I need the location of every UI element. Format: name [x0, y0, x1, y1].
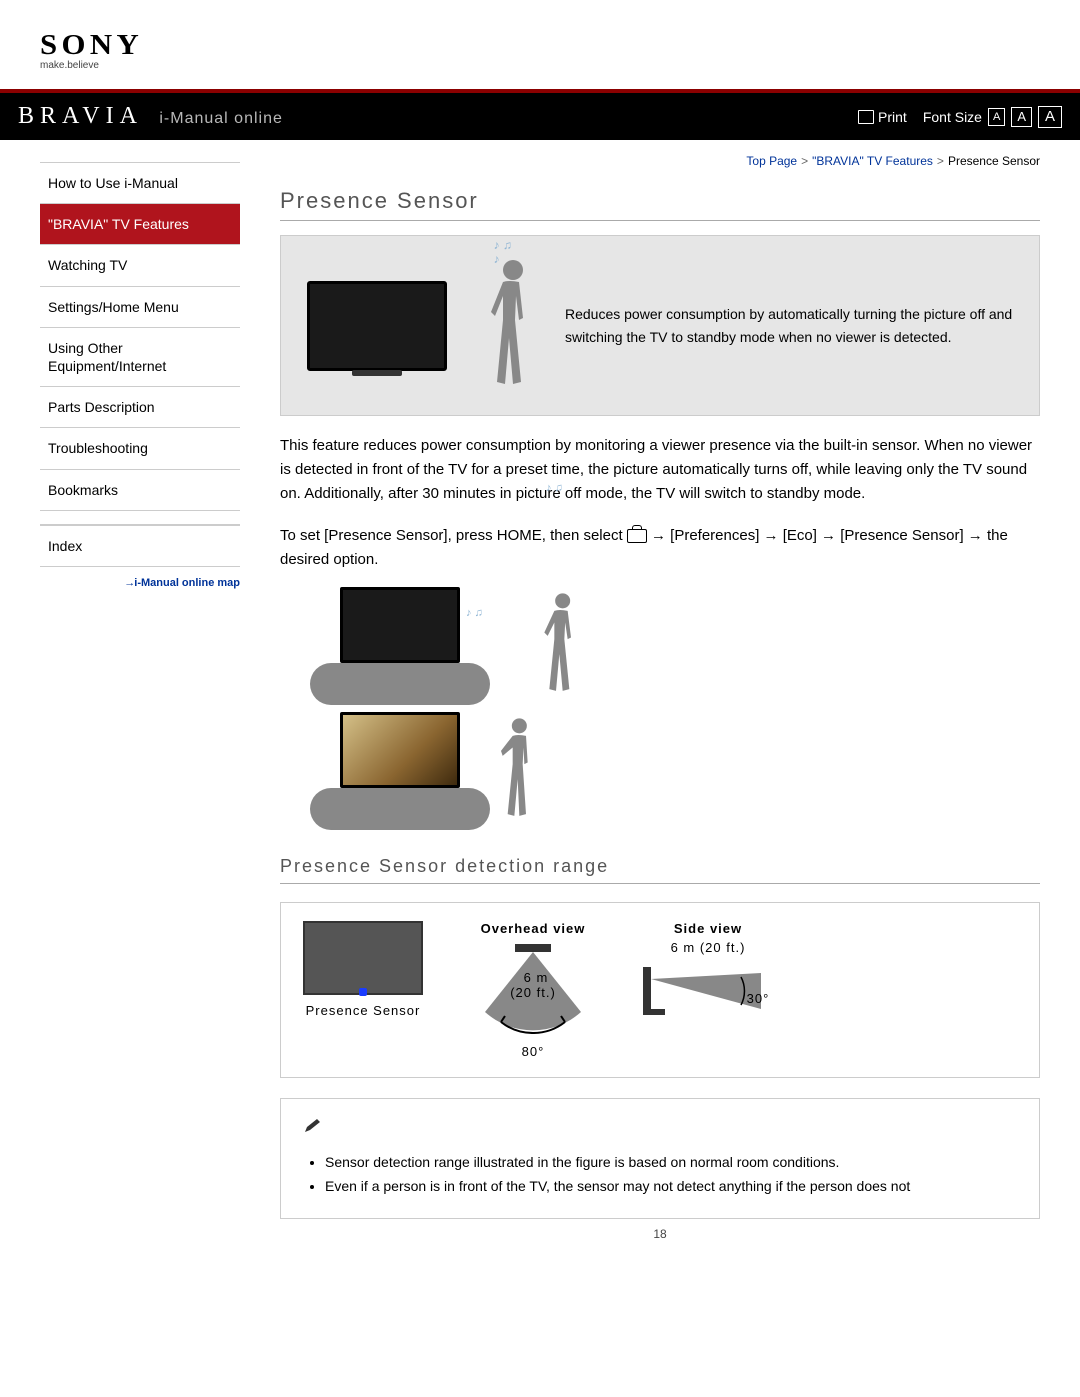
logo-area: SONY make.believe: [40, 30, 1040, 71]
font-size-label: Font Size: [923, 109, 982, 125]
page-title: Presence Sensor: [280, 188, 1040, 221]
notes-panel: Sensor detection range illustrated in th…: [280, 1098, 1040, 1219]
crumb-current: Presence Sensor: [948, 154, 1040, 168]
nav-main: How to Use i-Manual"BRAVIA" TV FeaturesW…: [40, 162, 240, 511]
tv-illustration: [307, 281, 447, 371]
scene-away: ♪ ♫: [310, 590, 1040, 705]
nav-index[interactable]: Index: [40, 526, 240, 567]
nav-item[interactable]: Settings/Home Menu: [40, 287, 240, 328]
print-icon: [858, 110, 874, 124]
nav-item[interactable]: "BRAVIA" TV Features: [40, 204, 240, 245]
crumb-features[interactable]: "BRAVIA" TV Features: [812, 154, 933, 168]
hero-text: Reduces power consumption by automatical…: [565, 303, 1013, 348]
settings-icon: [627, 529, 647, 543]
page-number: 18: [280, 1219, 1040, 1243]
hero-panel: ♪ ♫ ♪ Reduces power consumption by autom…: [280, 235, 1040, 416]
overhead-angle: 80°: [473, 1044, 593, 1059]
nav-item[interactable]: Watching TV: [40, 245, 240, 286]
side-label: Side view: [643, 921, 773, 936]
note-item: Even if a person is in front of the TV, …: [325, 1175, 1017, 1199]
range-side: Side view 6 m (20 ft.) 30°: [643, 921, 773, 1006]
music-notes-icon: ♪ ♫ ♪: [494, 238, 519, 266]
paragraph-1: This feature reduces power consumption b…: [280, 434, 1040, 506]
font-size-large[interactable]: A: [1038, 106, 1062, 128]
nav-item[interactable]: Troubleshooting: [40, 428, 240, 469]
overhead-label: Overhead view: [473, 921, 593, 936]
sidebar: How to Use i-Manual"BRAVIA" TV FeaturesW…: [40, 140, 240, 1243]
breadcrumb: Top Page>"BRAVIA" TV Features>Presence S…: [280, 154, 1040, 168]
notes-list: Sensor detection range illustrated in th…: [303, 1151, 1017, 1199]
product-name: BRAVIA: [18, 103, 143, 129]
title-bar: BRAVIA i-Manual online Print Font Size A…: [0, 93, 1080, 140]
note-item: Sensor detection range illustrated in th…: [325, 1151, 1017, 1175]
nav-item[interactable]: Parts Description: [40, 387, 240, 428]
nav-item[interactable]: Using Other Equipment/Internet: [40, 328, 240, 387]
note-icon: [303, 1117, 323, 1135]
print-button[interactable]: Print: [858, 109, 907, 125]
manual-map-link[interactable]: i-Manual online map: [40, 577, 240, 589]
nav-item[interactable]: Bookmarks: [40, 470, 240, 511]
side-angle: 30°: [743, 991, 773, 1006]
font-size-small[interactable]: A: [988, 108, 1005, 126]
section-heading: Presence Sensor detection range: [280, 856, 1040, 884]
crumb-top[interactable]: Top Page: [746, 154, 797, 168]
font-size-medium[interactable]: A: [1011, 107, 1032, 127]
person-illustration: ♪ ♫ ♪: [481, 258, 531, 393]
paragraph-2: To set [Presence Sensor], press HOME, th…: [280, 524, 1040, 572]
product-subtitle: i-Manual online: [159, 110, 283, 127]
range-panel: Presence Sensor Overhead view 6 m (20 ft…: [280, 902, 1040, 1078]
print-label: Print: [878, 109, 907, 125]
range-overhead: Overhead view 6 m (20 ft.) 80°: [473, 921, 593, 1059]
main-content: Top Page>"BRAVIA" TV Features>Presence S…: [280, 140, 1040, 1243]
brand-logo: SONY: [40, 30, 1080, 62]
sensor-label: Presence Sensor: [303, 1003, 423, 1018]
scene-present: ♪ ♫: [310, 715, 1040, 830]
range-front: Presence Sensor: [303, 921, 423, 1018]
nav-item[interactable]: How to Use i-Manual: [40, 163, 240, 204]
